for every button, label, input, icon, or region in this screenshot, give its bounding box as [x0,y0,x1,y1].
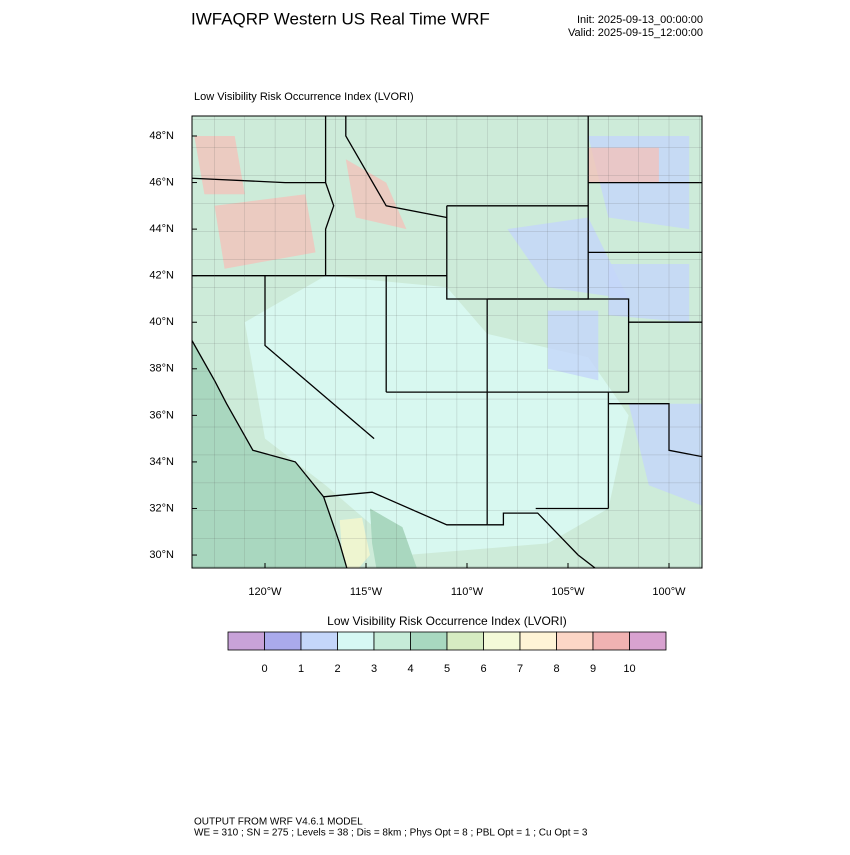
colorbar-box [592,631,630,651]
colorbar-label: 6 [480,663,486,675]
colorbar-box [264,631,302,651]
map [192,116,702,568]
blue-patch [507,217,629,299]
ocean [192,340,347,568]
state-border [264,275,375,440]
colorbar-label: 1 [298,663,304,675]
colorbar-box [519,631,557,651]
colorbar-box [483,631,521,651]
colorbar-label: 4 [407,663,413,675]
footer-line: OUTPUT FROM WRF V4.6.1 MODEL [194,817,363,828]
colorbar-box [373,631,411,651]
colorbar-title: Low Visibility Risk Occurrence Index (LV… [327,614,567,628]
colorbar-box [410,631,448,651]
map-frame [191,115,703,569]
colorbar-box [337,631,375,651]
blue-patch [547,310,599,381]
lat-tick-label: 38°N [149,363,174,375]
lat-tick-label: 40°N [149,316,174,328]
lon-tick-label: 105°W [551,586,585,598]
colorbar-box [629,631,667,651]
basin [244,275,629,555]
lat-tick-label: 32°N [149,502,174,514]
colorbar-label: 9 [590,663,596,675]
pink-patch [345,159,407,230]
lat-tick-label: 36°N [149,409,174,421]
blue-patch [608,264,690,323]
gulf [370,508,417,568]
colorbar-label: 10 [623,663,635,675]
map-subtitle: Low Visibility Risk Occurrence Index (LV… [194,91,414,103]
blue-patch [628,403,702,506]
footer-line: WE = 310 ; SN = 275 ; Levels = 38 ; Dis … [194,828,588,839]
lat-tick-label: 42°N [149,270,174,282]
colorbar-box [556,631,594,651]
colorbar-box [300,631,338,651]
lat-tick-label: 48°N [149,130,174,142]
state-border [323,491,597,568]
colorbar: 0 1 2 3 4 5 6 7 8 9 10 [227,631,667,675]
colorbar-label: 2 [334,663,340,675]
lat-tick-label: 34°N [149,456,174,468]
lat-tick-label: 44°N [149,223,174,235]
colorbar-label: 3 [371,663,377,675]
colorbar-label: 8 [553,663,559,675]
valid-time: Valid: 2025-09-15_12:00:00 [568,27,703,39]
init-time: Init: 2025-09-13_00:00:00 [577,14,703,26]
state-border [324,116,335,276]
lon-tick-label: 110°W [451,586,484,598]
colorbar-label: 7 [517,663,523,675]
lon-tick-label: 120°W [248,586,282,598]
colorbar-box [446,631,484,651]
colorbar-label: 0 [261,663,267,675]
pink-patch [588,147,659,183]
lat-tick-label: 46°N [149,176,174,188]
title: IWFAQRP Western US Real Time WRF [191,9,490,28]
state-border [192,177,326,184]
baja [339,517,370,568]
colorbar-box [227,631,265,651]
lat-tick-label: 30°N [149,549,174,561]
colorbar-label: 5 [444,663,450,675]
state-border [192,339,348,568]
lon-tick-label: 115°W [350,586,383,598]
lon-tick-label: 100°W [652,586,686,598]
